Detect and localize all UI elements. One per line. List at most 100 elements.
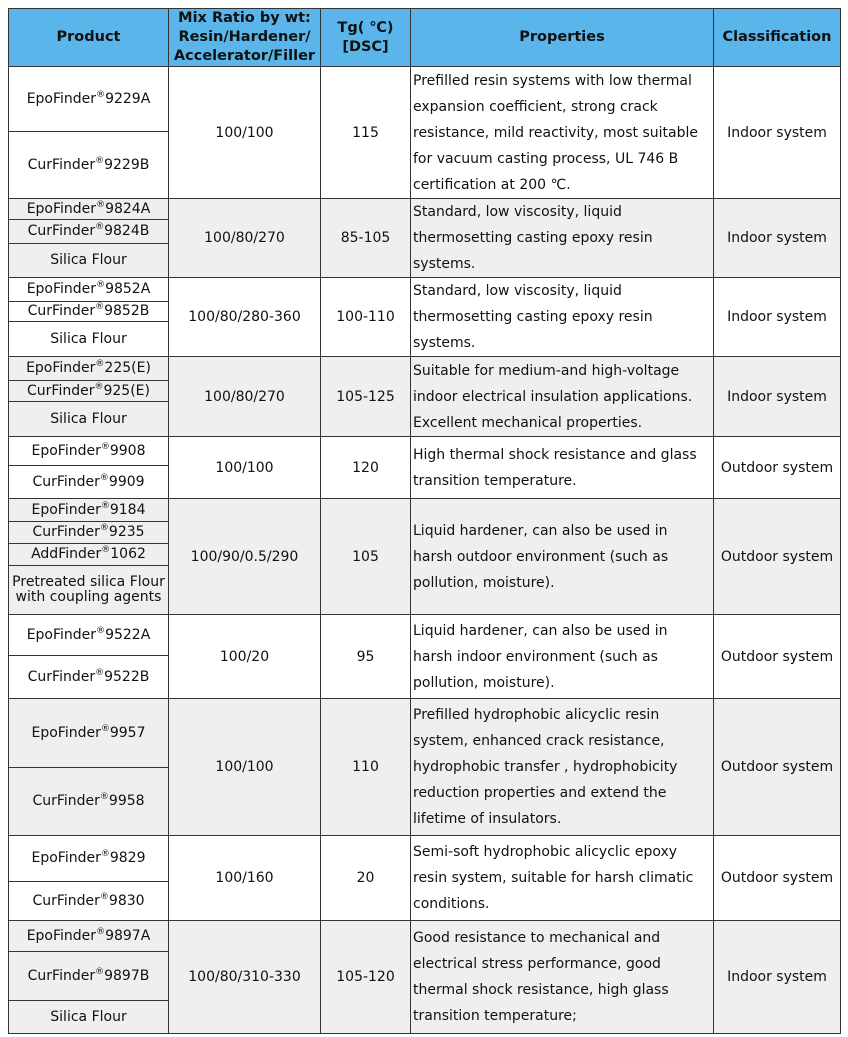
product-name: EpoFinder xyxy=(26,200,97,217)
classification-cell: Outdoor system xyxy=(713,835,841,921)
product-name: Silica Flour xyxy=(50,252,127,268)
properties-cell: Suitable for medium-and high-voltage ind… xyxy=(410,356,714,437)
product-cell: EpoFinder®9824A xyxy=(8,198,169,220)
product-cell: CurFinder®9958 xyxy=(8,767,169,836)
product-code: 225(E) xyxy=(104,360,151,376)
product-cell: CurFinder®9897B xyxy=(8,951,169,1001)
table-row: Silica Flour xyxy=(8,1000,841,1034)
registered-mark: ® xyxy=(96,625,106,636)
classification-cell: Outdoor system xyxy=(713,498,841,615)
product-cell: EpoFinder®225(E) xyxy=(8,356,169,381)
table-row: CurFinder®9824B xyxy=(8,219,841,244)
registered-mark: ® xyxy=(100,500,110,511)
classification-cell: Indoor system xyxy=(713,920,841,1034)
product-cell: Pretreated silica Flour with coupling ag… xyxy=(8,565,169,615)
product-code: 9184 xyxy=(109,501,146,518)
registered-mark: ® xyxy=(100,441,110,452)
header-product: Product xyxy=(8,8,169,67)
table-row: EpoFinder®9522A 100/20 95 Liquid hardener, … xyxy=(8,614,841,699)
product-cell: EpoFinder®9957 xyxy=(8,698,169,768)
table-row: CurFinder®9958 xyxy=(8,767,841,836)
table-row: EpoFinder®9852A 100/80/280-360 100-110 Stan… xyxy=(8,277,841,357)
table-row: EpoFinder®225(E) 100/80/270 105-125 Suitabl… xyxy=(8,356,841,437)
properties-cell: Liquid hardener, can also be used in har… xyxy=(410,498,714,615)
product-cell: CurFinder®9824B xyxy=(8,219,169,244)
properties-cell: Prefilled hydrophobic alicyclic resin sy… xyxy=(410,698,714,836)
registered-mark: ® xyxy=(95,302,105,312)
registered-mark: ® xyxy=(96,926,106,937)
table-row: Pretreated silica Flour with coupling ag… xyxy=(8,565,841,615)
product-code: 1062 xyxy=(110,546,146,562)
registered-mark: ® xyxy=(100,849,110,859)
product-cell: CurFinder®9235 xyxy=(8,521,169,544)
product-cell: CurFinder®925(E) xyxy=(8,380,169,402)
table-row: CurFinder®9897B xyxy=(8,951,841,1001)
product-code: 9852B xyxy=(104,303,150,319)
product-cell: Silica Flour xyxy=(8,321,169,357)
product-code: 9909 xyxy=(108,473,145,490)
product-code: 9829 xyxy=(109,850,146,866)
header-properties: Properties xyxy=(410,8,714,67)
registered-mark: ® xyxy=(99,523,109,533)
product-code: 925(E) xyxy=(103,382,150,399)
product-code: 9958 xyxy=(108,793,145,809)
product-name: CurFinder xyxy=(27,156,96,173)
tg-cell: 20 xyxy=(320,835,411,921)
product-name: EpoFinder xyxy=(26,360,96,376)
product-name: CurFinder xyxy=(27,382,95,399)
product-name: CurFinder xyxy=(32,793,100,809)
product-code: 9830 xyxy=(108,892,145,909)
product-name: Silica Flour xyxy=(50,410,127,427)
header-mix-ratio: Mix Ratio by wt: Resin/Hardener/ Acceler… xyxy=(168,8,321,67)
properties-cell: Prefilled resin systems with low thermal… xyxy=(410,66,714,199)
product-code: 9824B xyxy=(104,223,150,239)
classification-cell: Indoor system xyxy=(713,198,841,278)
registered-mark: ® xyxy=(99,472,109,483)
product-code: 9897B xyxy=(104,967,150,984)
product-name: CurFinder xyxy=(27,223,96,239)
product-cell: EpoFinder®9229A xyxy=(8,66,169,132)
tg-cell: 105-125 xyxy=(320,356,411,437)
product-table: Product Mix Ratio by wt: Resin/Hardener/… xyxy=(8,8,841,1034)
mix-ratio-cell: 100/90/0.5/290 xyxy=(168,498,321,615)
properties-cell: Standard, low viscosity, liquid thermose… xyxy=(410,277,714,357)
tg-cell: 120 xyxy=(320,436,411,499)
product-name: CurFinder xyxy=(27,668,96,685)
table-row: EpoFinder®9229A 100/100 115 Prefilled resin… xyxy=(8,66,841,199)
product-name: EpoFinder xyxy=(31,501,101,518)
product-name: EpoFinder xyxy=(26,927,97,944)
mix-ratio-cell: 100/80/270 xyxy=(168,198,321,278)
table-row: CurFinder®9522B xyxy=(8,655,841,699)
product-name: CurFinder xyxy=(27,303,96,319)
table-row: EpoFinder®9829 100/160 20 Semi-soft hydroph… xyxy=(8,835,841,921)
table-row: EpoFinder®9824A 100/80/270 85-105 Standard,… xyxy=(8,198,841,278)
product-name: EpoFinder xyxy=(31,442,101,459)
product-cell: CurFinder®9909 xyxy=(8,465,169,499)
registered-mark: ® xyxy=(94,381,104,392)
registered-mark: ® xyxy=(96,280,106,290)
header-tg: Tg( ℃) [DSC] xyxy=(320,8,411,67)
product-cell: CurFinder®9852B xyxy=(8,301,169,322)
tg-cell: 85-105 xyxy=(320,198,411,278)
product-cell: Silica Flour xyxy=(8,401,169,437)
product-name: EpoFinder xyxy=(31,850,101,866)
product-cell: CurFinder®9229B xyxy=(8,131,169,199)
registered-mark: ® xyxy=(99,792,109,802)
tg-cell: 100-110 xyxy=(320,277,411,357)
product-name: CurFinder xyxy=(27,967,96,984)
product-cell: EpoFinder®9522A xyxy=(8,614,169,656)
header-classification: Classification xyxy=(713,8,841,67)
product-name: CurFinder xyxy=(32,892,100,909)
mix-ratio-cell: 100/80/310-330 xyxy=(168,920,321,1034)
classification-cell: Outdoor system xyxy=(713,614,841,699)
product-name: EpoFinder xyxy=(26,281,97,297)
classification-cell: Outdoor system xyxy=(713,698,841,836)
registered-mark: ® xyxy=(100,723,110,734)
header-row: Product Mix Ratio by wt: Resin/Hardener/… xyxy=(8,8,841,67)
properties-cell: Standard, low viscosity, liquid thermose… xyxy=(410,198,714,278)
table-row: CurFinder®9235 xyxy=(8,521,841,544)
tg-cell: 110 xyxy=(320,698,411,836)
table-row: CurFinder®925(E) xyxy=(8,380,841,402)
mix-ratio-cell: 100/100 xyxy=(168,698,321,836)
product-code: 9522B xyxy=(104,668,150,685)
